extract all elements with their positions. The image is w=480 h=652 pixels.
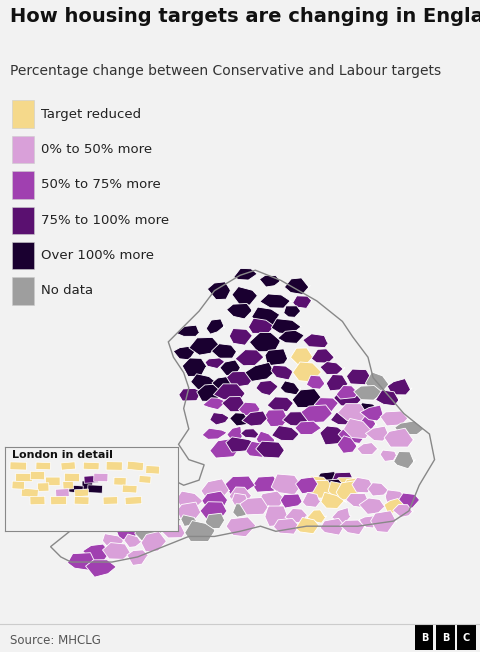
Bar [457,625,476,650]
Text: Source: MHCLG: Source: MHCLG [10,634,100,647]
Text: How housing targets are changing in England: How housing targets are changing in Engl… [10,7,480,26]
Text: C: C [463,632,470,643]
FancyBboxPatch shape [12,171,34,198]
FancyBboxPatch shape [12,277,34,304]
Bar [415,625,433,650]
FancyBboxPatch shape [12,242,34,269]
FancyBboxPatch shape [12,207,34,234]
Text: London in detail: London in detail [12,450,113,460]
Bar [436,625,455,650]
Text: Target reduced: Target reduced [41,108,141,121]
Text: B: B [420,632,428,643]
Text: B: B [442,632,449,643]
Text: No data: No data [41,284,93,297]
Text: Over 100% more: Over 100% more [41,249,154,262]
FancyBboxPatch shape [12,100,34,128]
Text: Percentage change between Conservative and Labour targets: Percentage change between Conservative a… [10,64,441,78]
Text: 75% to 100% more: 75% to 100% more [41,214,169,227]
FancyBboxPatch shape [12,136,34,163]
Text: 50% to 75% more: 50% to 75% more [41,179,160,191]
Text: 0% to 50% more: 0% to 50% more [41,143,152,156]
